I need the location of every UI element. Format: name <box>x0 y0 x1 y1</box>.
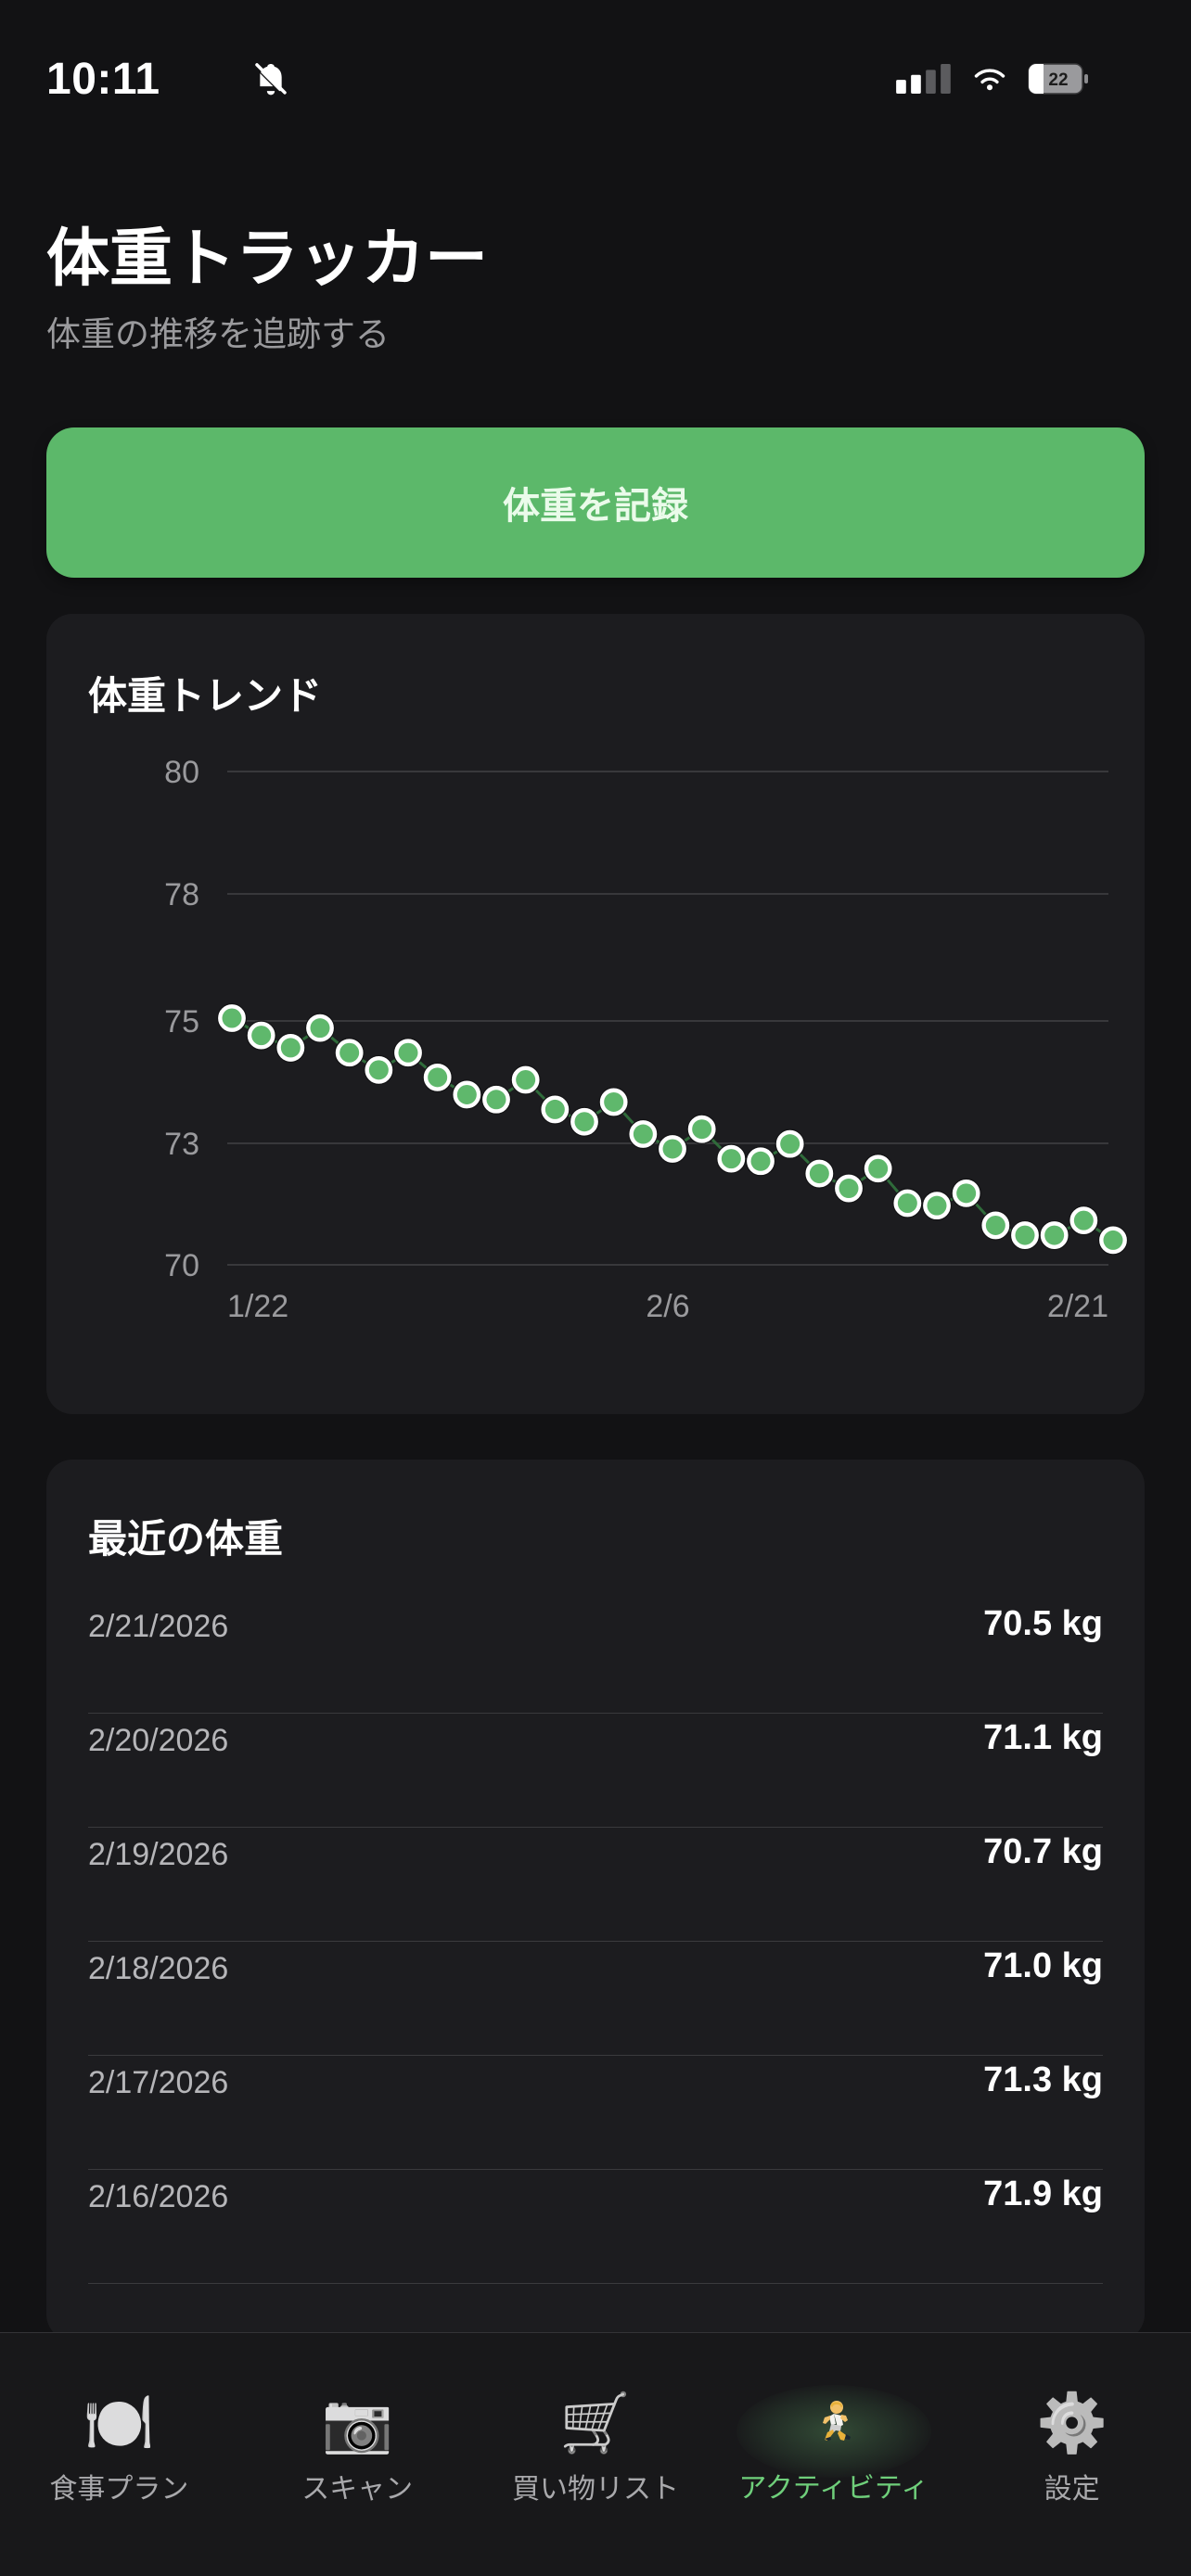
svg-text:73: 73 <box>164 1127 199 1162</box>
svg-text:70: 70 <box>164 1248 199 1283</box>
svg-text:75: 75 <box>164 1004 199 1039</box>
svg-text:22: 22 <box>1048 70 1068 90</box>
svg-text:2/21: 2/21 <box>1047 1289 1108 1324</box>
svg-text:78: 78 <box>164 877 199 912</box>
svg-text:2/6: 2/6 <box>646 1289 689 1324</box>
svg-text:80: 80 <box>164 755 199 790</box>
svg-text:1/22: 1/22 <box>227 1289 288 1324</box>
